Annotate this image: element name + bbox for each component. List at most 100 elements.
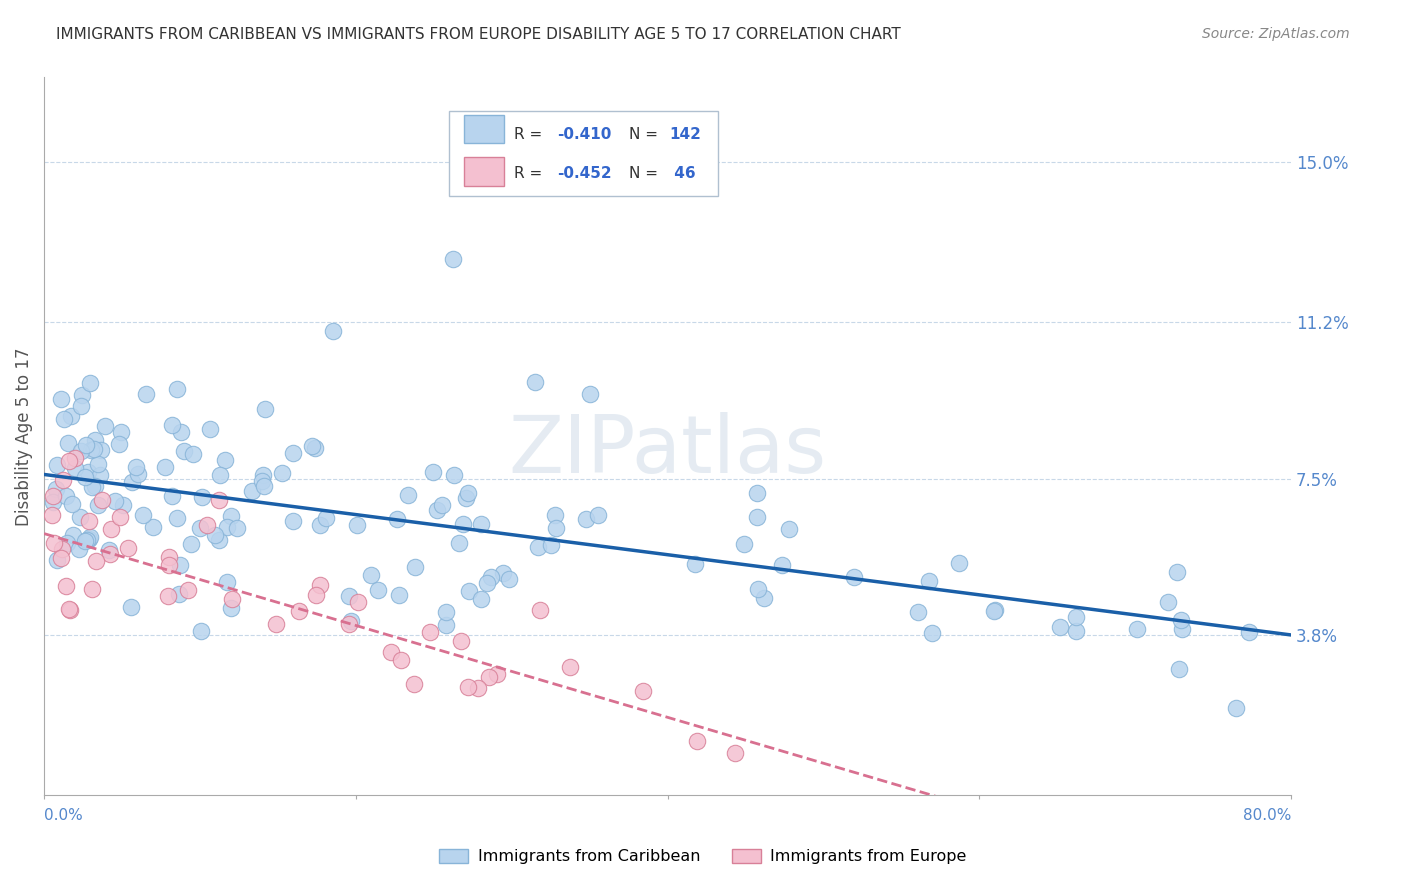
Point xyxy=(404,677,426,691)
Point xyxy=(367,583,389,598)
Point xyxy=(87,457,110,471)
Point xyxy=(1126,622,1149,636)
Point xyxy=(430,498,453,512)
Point xyxy=(457,681,479,695)
Point xyxy=(56,536,79,550)
Point xyxy=(281,445,304,459)
Point xyxy=(264,617,287,632)
Point xyxy=(41,508,63,523)
Point xyxy=(77,465,100,479)
Point xyxy=(346,595,368,609)
Y-axis label: Disability Age 5 to 17: Disability Age 5 to 17 xyxy=(15,347,32,525)
Text: R =: R = xyxy=(515,128,547,143)
Point xyxy=(747,485,769,500)
Point xyxy=(948,557,970,571)
Point xyxy=(485,667,508,681)
Text: 80.0%: 80.0% xyxy=(1243,808,1291,823)
Point xyxy=(252,468,274,483)
Point xyxy=(778,522,800,536)
Point xyxy=(770,558,793,573)
Point xyxy=(1064,624,1087,639)
Point xyxy=(190,624,212,639)
Point xyxy=(82,480,104,494)
Point xyxy=(79,376,101,391)
Point xyxy=(219,509,242,524)
Point xyxy=(921,625,943,640)
Point xyxy=(540,538,562,552)
Point xyxy=(191,490,214,504)
Text: -0.452: -0.452 xyxy=(557,166,612,180)
Point xyxy=(385,512,408,526)
Point xyxy=(253,479,276,493)
Point xyxy=(198,422,221,436)
Point xyxy=(457,485,479,500)
Point xyxy=(76,533,98,547)
Point xyxy=(42,489,65,503)
Point xyxy=(240,483,263,498)
Point xyxy=(1170,613,1192,627)
Point xyxy=(250,475,273,489)
Point xyxy=(422,465,444,479)
Point xyxy=(45,458,67,473)
Point xyxy=(79,532,101,546)
Point xyxy=(98,547,121,561)
Text: N =: N = xyxy=(628,128,662,143)
Point xyxy=(169,558,191,573)
Point xyxy=(58,602,80,616)
Text: R =: R = xyxy=(515,166,547,180)
Point xyxy=(90,443,112,458)
Point xyxy=(60,409,83,423)
Point xyxy=(498,572,520,586)
Point xyxy=(426,503,449,517)
Point xyxy=(215,575,238,590)
Point xyxy=(389,653,412,667)
Text: -0.410: -0.410 xyxy=(557,128,612,143)
Point xyxy=(167,587,190,601)
Point xyxy=(360,568,382,582)
Point xyxy=(209,467,232,482)
Point xyxy=(470,591,492,606)
Point xyxy=(166,383,188,397)
FancyBboxPatch shape xyxy=(464,157,505,186)
Point xyxy=(733,537,755,551)
Point xyxy=(42,494,65,508)
Point xyxy=(546,521,568,535)
Point xyxy=(70,400,93,414)
Point xyxy=(51,542,73,557)
Point xyxy=(98,542,121,557)
Point xyxy=(337,616,360,631)
Point xyxy=(162,489,184,503)
Point xyxy=(111,498,134,512)
Text: IMMIGRANTS FROM CARIBBEAN VS IMMIGRANTS FROM EUROPE DISABILITY AGE 5 TO 17 CORRE: IMMIGRANTS FROM CARIBBEAN VS IMMIGRANTS … xyxy=(56,27,901,42)
Point xyxy=(225,520,247,534)
Text: N =: N = xyxy=(628,166,662,180)
Point xyxy=(51,550,73,565)
Point xyxy=(288,604,311,618)
Point xyxy=(49,392,72,406)
Point xyxy=(100,522,122,536)
Point xyxy=(588,508,610,523)
Point xyxy=(1168,662,1191,676)
Point xyxy=(181,446,204,460)
Point xyxy=(844,570,866,584)
Point xyxy=(450,633,472,648)
Point xyxy=(77,514,100,528)
Point xyxy=(52,473,75,487)
Point xyxy=(58,436,80,450)
Point xyxy=(434,617,457,632)
Point xyxy=(62,528,84,542)
Point xyxy=(58,454,80,468)
Point xyxy=(177,583,200,598)
Point xyxy=(492,566,515,580)
Text: 142: 142 xyxy=(669,128,700,143)
Point xyxy=(447,536,470,550)
Point xyxy=(529,603,551,617)
Point xyxy=(1156,595,1178,609)
Point xyxy=(155,460,177,475)
Point xyxy=(157,558,180,572)
Point xyxy=(84,433,107,447)
Point xyxy=(108,510,131,524)
Point xyxy=(1170,622,1192,636)
Point xyxy=(380,645,402,659)
Point xyxy=(75,469,97,483)
